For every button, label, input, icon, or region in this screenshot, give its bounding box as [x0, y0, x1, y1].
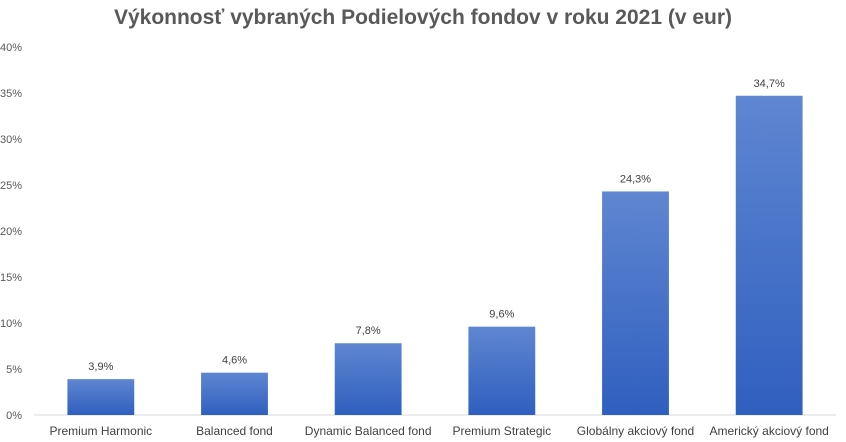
- data-label: 24,3%: [620, 173, 651, 185]
- y-tick-label: 25%: [0, 180, 22, 192]
- data-label: 9,6%: [489, 309, 514, 321]
- data-label: 3,9%: [88, 361, 113, 373]
- y-tick-label: 40%: [0, 42, 22, 54]
- bar: [201, 372, 268, 415]
- bar: [468, 326, 536, 415]
- x-tick-label: Premium Harmonic: [49, 424, 152, 438]
- bar: [67, 379, 135, 415]
- x-tick-label: Premium Strategic: [452, 424, 551, 438]
- bar: [735, 95, 803, 415]
- data-label: 4,6%: [222, 355, 247, 367]
- x-tick-label: Dynamic Balanced fond: [305, 424, 432, 438]
- y-tick-label: 35%: [0, 88, 22, 100]
- y-tick-label: 0%: [6, 410, 22, 422]
- data-label: 34,7%: [754, 78, 785, 90]
- x-tick-label: Globálny akciový fond: [577, 424, 694, 438]
- chart-title: Výkonnosť vybraných Podielových fondov v…: [113, 6, 733, 29]
- x-tick-label: Americký akciový fond: [709, 424, 828, 438]
- y-tick-label: 5%: [6, 364, 22, 376]
- bar: [602, 191, 669, 415]
- y-tick-label: 20%: [0, 226, 22, 238]
- y-tick-label: 10%: [0, 318, 22, 330]
- bar: [334, 343, 402, 415]
- y-tick-label: 15%: [0, 272, 22, 284]
- x-tick-label: Balanced fond: [196, 424, 273, 438]
- data-label: 7,8%: [356, 325, 381, 337]
- y-tick-label: 30%: [0, 134, 22, 146]
